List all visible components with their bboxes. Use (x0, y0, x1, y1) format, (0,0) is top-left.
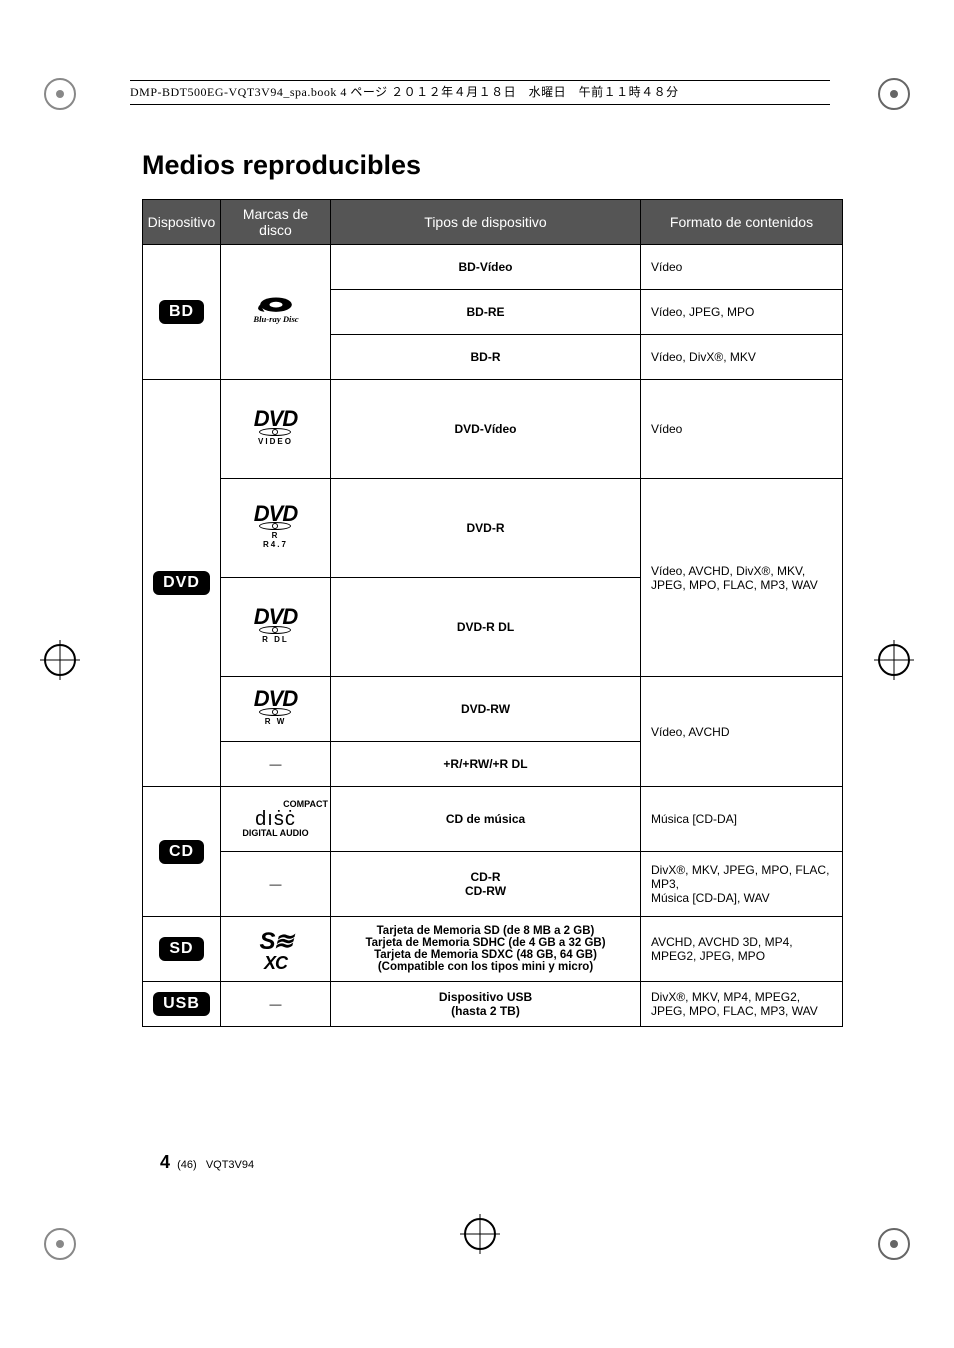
svg-text:Blu-ray Disc: Blu-ray Disc (252, 314, 298, 324)
type-bd-r: BD-R (331, 335, 641, 380)
dvd-rw-logo-icon: DVDR W (221, 677, 331, 742)
crop-mark-icon (30, 64, 90, 124)
type-dvd-rw: DVD-RW (331, 677, 641, 742)
table-header-row: Dispositivo Marcas de disco Tipos de dis… (143, 200, 843, 245)
col-formato: Formato de contenidos (641, 200, 843, 245)
crop-mark-icon (864, 1214, 924, 1274)
bluray-logo-icon: Blu-ray Disc (221, 245, 331, 380)
page-number-alt: (46) (177, 1159, 197, 1171)
crop-mark-icon (864, 630, 924, 690)
type-dvd-plus: +R/+RW/+R DL (331, 742, 641, 787)
sd-badge: SD (159, 937, 203, 961)
col-dispositivo: Dispositivo (143, 200, 221, 245)
sd-logo-icon: S≋XC (221, 917, 331, 982)
compact-disc-logo-icon: COMPACTdıṡċDIGITAL AUDIO (221, 787, 331, 852)
dvd-logo-sub: R DL (254, 635, 297, 644)
fmt-sd: AVCHD, AVCHD 3D, MP4, MPEG2, JPEG, MPO (641, 917, 843, 982)
fmt-cd-music: Música [CD-DA] (641, 787, 843, 852)
table-row: DVDR R4.7 DVD-R Vídeo, AVCHD, DivX®, MKV… (143, 479, 843, 578)
col-marcas: Marcas de disco (221, 200, 331, 245)
dvd-video-logo-icon: DVDVIDEO (221, 380, 331, 479)
col-tipos: Tipos de dispositivo (331, 200, 641, 245)
cd-badge: CD (159, 840, 204, 864)
type-bd-video: BD-Vídeo (331, 245, 641, 290)
device-bd: BD (143, 245, 221, 380)
type-usb: Dispositivo USB (hasta 2 TB) (331, 982, 641, 1027)
doc-code: VQT3V94 (206, 1159, 254, 1171)
table-row: USB — Dispositivo USB (hasta 2 TB) DivX®… (143, 982, 843, 1027)
table-row: BD Blu-ray Disc BD-Vídeo Vídeo (143, 245, 843, 290)
dvd-logo-sub: VIDEO (254, 437, 297, 446)
fmt-bd-video: Vídeo (641, 245, 843, 290)
media-table: Dispositivo Marcas de disco Tipos de dis… (142, 199, 843, 1027)
page-content: Medios reproducibles Dispositivo Marcas … (142, 150, 842, 1027)
running-header: DMP-BDT500EG-VQT3V94_spa.book 4 ページ ２０１２… (130, 80, 830, 105)
fmt-dvd-r-group: Vídeo, AVCHD, DivX®, MKV, JPEG, MPO, FLA… (641, 479, 843, 677)
fmt-bd-r: Vídeo, DivX®, MKV (641, 335, 843, 380)
table-row: — CD-R CD-RW DivX®, MKV, JPEG, MPO, FLAC… (143, 852, 843, 917)
dvd-r-logo-icon: DVDR R4.7 (221, 479, 331, 578)
dvd-logo-sub: R R4.7 (254, 531, 297, 549)
crop-mark-icon (864, 64, 924, 124)
dvd-rdl-logo-icon: DVDR DL (221, 578, 331, 677)
type-dvd-video: DVD-Vídeo (331, 380, 641, 479)
fmt-dvd-rw-group: Vídeo, AVCHD (641, 677, 843, 787)
crop-mark-icon (450, 1204, 510, 1264)
no-logo: — (221, 742, 331, 787)
fmt-bd-re: Vídeo, JPEG, MPO (641, 290, 843, 335)
type-cd-music: CD de música (331, 787, 641, 852)
device-sd: SD (143, 917, 221, 982)
dvd-logo-sub: R W (254, 717, 297, 726)
usb-badge: USB (153, 992, 210, 1016)
device-usb: USB (143, 982, 221, 1027)
table-row: DVD DVDVIDEO DVD-Vídeo Vídeo (143, 380, 843, 479)
crop-mark-icon (30, 630, 90, 690)
page-number: 4 (160, 1152, 170, 1172)
table-row: DVDR W DVD-RW Vídeo, AVCHD (143, 677, 843, 742)
type-sd: Tarjeta de Memoria SD (de 8 MB a 2 GB) T… (331, 917, 641, 982)
no-logo: — (221, 852, 331, 917)
dvd-badge: DVD (153, 571, 210, 595)
no-logo: — (221, 982, 331, 1027)
fmt-cd-r: DivX®, MKV, JPEG, MPO, FLAC, MP3, Música… (641, 852, 843, 917)
page-footer: 4 (46) VQT3V94 (160, 1152, 254, 1173)
fmt-usb: DivX®, MKV, MP4, MPEG2, JPEG, MPO, FLAC,… (641, 982, 843, 1027)
type-dvd-r: DVD-R (331, 479, 641, 578)
fmt-dvd-video: Vídeo (641, 380, 843, 479)
type-cd-r: CD-R CD-RW (331, 852, 641, 917)
device-dvd: DVD (143, 380, 221, 787)
table-row: SD S≋XC Tarjeta de Memoria SD (de 8 MB a… (143, 917, 843, 982)
type-dvd-rdl: DVD-R DL (331, 578, 641, 677)
device-cd: CD (143, 787, 221, 917)
crop-mark-icon (30, 1214, 90, 1274)
page-title: Medios reproducibles (142, 150, 842, 181)
bd-badge: BD (159, 300, 204, 324)
type-bd-re: BD-RE (331, 290, 641, 335)
table-row: CD COMPACTdıṡċDIGITAL AUDIO CD de música… (143, 787, 843, 852)
